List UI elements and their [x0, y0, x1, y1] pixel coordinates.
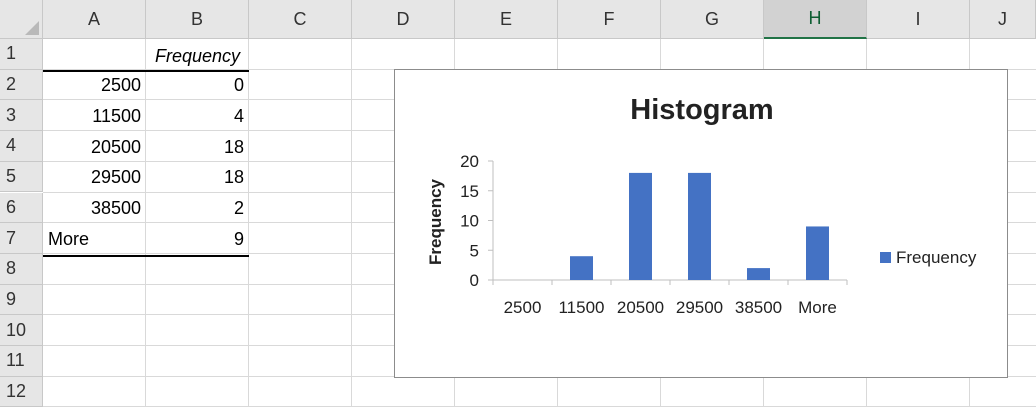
row-header-12[interactable]: 12 [0, 376, 43, 407]
y-axis-label: Frequency [426, 178, 445, 265]
cell-a3[interactable]: 11500 [92, 105, 141, 126]
column-header-a[interactable]: A [43, 0, 146, 39]
legend-label: Frequency [896, 248, 977, 267]
select-all-corner[interactable] [0, 0, 43, 39]
y-tick-label: 15 [460, 182, 479, 201]
column-header-h[interactable]: H [764, 0, 867, 39]
row-header-9[interactable]: 9 [0, 284, 43, 316]
row-header-8[interactable]: 8 [0, 253, 43, 285]
cell-a5[interactable]: 29500 [90, 167, 141, 188]
column-header-c[interactable]: C [249, 0, 352, 39]
cell-b6[interactable]: 2 [233, 198, 244, 218]
row-header-7[interactable]: 7 [0, 223, 43, 254]
column-header-e[interactable]: E [455, 0, 558, 39]
table-bottom-border [43, 255, 249, 257]
bar-11500 [570, 256, 593, 280]
y-tick-label: 10 [460, 212, 479, 231]
bar-38500 [747, 268, 770, 280]
table-top-border [43, 70, 249, 72]
x-tick-label: More [798, 298, 837, 317]
cell-b4[interactable]: 18 [223, 136, 244, 157]
cell-b2[interactable]: 0 [233, 75, 244, 96]
row-header-5[interactable]: 5 [0, 161, 43, 193]
legend-swatch [880, 252, 891, 263]
y-tick-label: 0 [470, 271, 479, 290]
bar-20500 [629, 172, 652, 280]
column-header-b[interactable]: B [146, 0, 249, 39]
column-header-f[interactable]: F [558, 0, 661, 39]
cell-a6[interactable]: 38500 [90, 198, 141, 218]
cell-b3[interactable]: 4 [233, 105, 244, 126]
histogram-chart[interactable]: Histogram 0 5 10 15 20 2500 11500 20500 29500 385… [394, 69, 1008, 378]
row-header-6[interactable]: 6 [0, 192, 43, 224]
row-header-11[interactable]: 11 [0, 346, 43, 377]
chart-title: Histogram [630, 94, 774, 126]
bar-29500 [688, 172, 711, 280]
column-header-d[interactable]: D [352, 0, 455, 39]
row-header-10[interactable]: 10 [0, 315, 43, 346]
cell-b5[interactable]: 18 [223, 167, 244, 188]
x-tick-label: 20500 [617, 298, 664, 317]
row-header-4[interactable]: 4 [0, 131, 43, 162]
cell-a7[interactable]: More [48, 228, 90, 249]
y-tick-label: 5 [470, 241, 479, 260]
cell-a4[interactable]: 20500 [90, 136, 141, 157]
cell-b1[interactable]: Frequency [154, 45, 241, 66]
x-tick-label: 2500 [504, 298, 542, 317]
row-header-3[interactable]: 3 [0, 100, 43, 132]
row-header-2[interactable]: 2 [0, 69, 43, 101]
column-header-i[interactable]: I [867, 0, 970, 39]
x-tick-label: 11500 [558, 298, 604, 317]
cell-a2[interactable]: 2500 [100, 75, 141, 96]
column-header-g[interactable]: G [661, 0, 764, 39]
y-tick-label: 20 [460, 152, 479, 171]
chart-canvas: 0 5 10 15 20 2500 11500 20500 29500 38500 More Freq… [426, 152, 977, 317]
x-tick-label: 29500 [676, 298, 723, 317]
select-all-triangle-icon [25, 21, 39, 35]
row-header-1[interactable]: 1 [0, 39, 43, 70]
cell-b7[interactable]: 9 [233, 228, 244, 249]
bar-more [806, 226, 829, 280]
x-tick-label: 38500 [735, 298, 782, 317]
column-header-j[interactable]: J [970, 0, 1036, 39]
